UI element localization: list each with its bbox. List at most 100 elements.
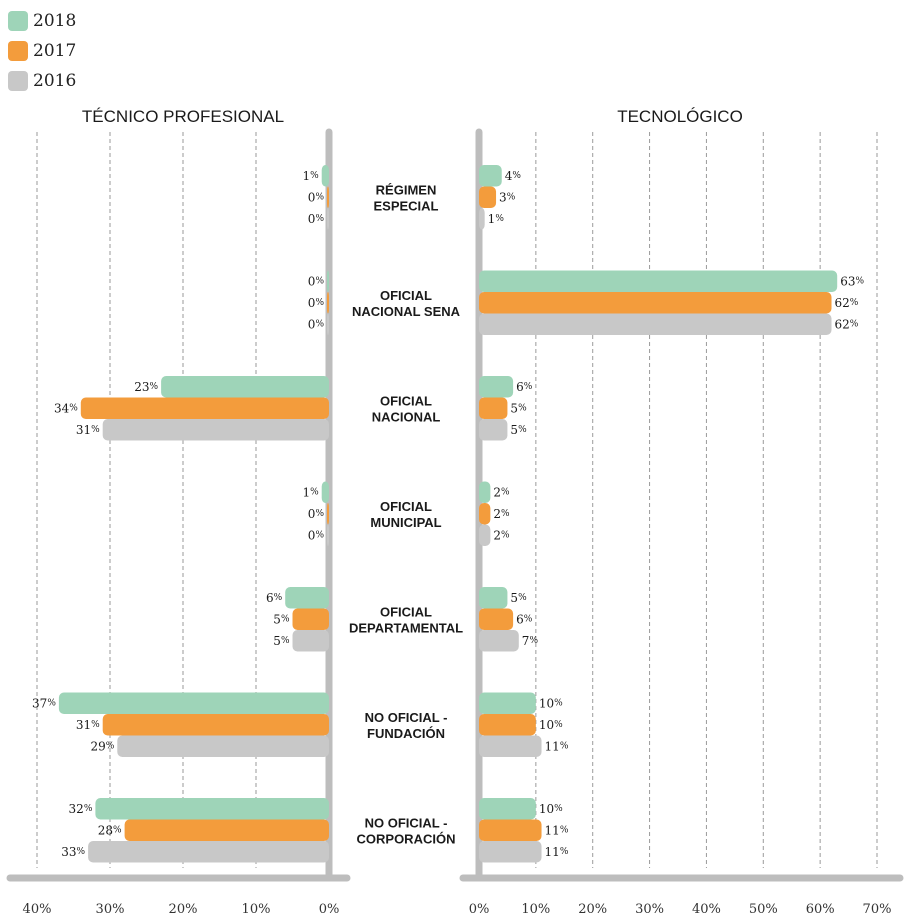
bar-2017-oficial-nacional-sena — [479, 292, 832, 314]
bar-2016-r-gimen-especial — [479, 208, 485, 230]
right-panel: 0% 10% 20% 30% 40% 50% 60% 70% 4% 3% 1% 63% 62% 62% 6%… — [459, 128, 904, 917]
bar-2017-oficial-departamental — [292, 608, 329, 630]
bar-value-label: 0% — [308, 212, 325, 226]
category-label-oficial-nacional-sena: NACIONAL SENA — [352, 304, 461, 319]
legend: 2018 2017 2016 — [8, 6, 76, 96]
bar-2018-no-oficial-corporaci-n — [479, 798, 536, 820]
bar-2018-no-oficial-corporaci-n — [95, 798, 330, 820]
bar-2016-no-oficial-corporaci-n — [88, 841, 329, 863]
x-tick-label: 40% — [23, 902, 52, 917]
bar-value-label: 62% — [835, 317, 859, 331]
bar-2018-no-oficial-fundaci-n — [58, 692, 330, 714]
legend-item-2017[interactable]: 2017 — [8, 36, 76, 66]
bar-2018-oficial-nacional-sena — [327, 270, 329, 292]
category-label-r-gimen-especial: ESPECIAL — [373, 198, 438, 213]
bar-2017-oficial-nacional — [80, 397, 329, 419]
bar-2016-oficial-departamental — [292, 630, 329, 652]
category-label-oficial-municipal: MUNICIPAL — [370, 515, 441, 530]
bar-value-label: 0% — [308, 190, 325, 204]
bar-value-label: 10% — [539, 696, 563, 710]
category-label-oficial-departamental: OFICIAL — [380, 604, 432, 619]
x-tick-label: 30% — [635, 902, 664, 917]
category-label-oficial-municipal: OFICIAL — [380, 499, 432, 514]
category-label-oficial-nacional: OFICIAL — [380, 393, 432, 408]
bar-2017-oficial-departamental — [479, 608, 514, 630]
bar-value-label: 29% — [90, 739, 114, 753]
bar-value-label: 6% — [266, 591, 283, 605]
bar-2016-oficial-nacional-sena — [327, 313, 329, 335]
bar-value-label: 1% — [302, 169, 319, 183]
bar-2016-no-oficial-fundaci-n — [479, 735, 542, 757]
bar-value-label: 28% — [98, 823, 122, 837]
legend-item-2018[interactable]: 2018 — [8, 6, 76, 36]
bar-value-label: 1% — [302, 485, 319, 499]
category-label-r-gimen-especial: RÉGIMEN — [376, 182, 437, 197]
bar-2018-r-gimen-especial — [479, 165, 502, 187]
bar-2016-oficial-municipal — [327, 524, 329, 546]
bar-value-label: 0% — [308, 528, 325, 542]
bar-2018-oficial-nacional — [161, 376, 329, 398]
panel-title-tecnologico: TECNOLÓGICO — [617, 107, 743, 126]
bar-value-label: 2% — [493, 485, 510, 499]
bar-2016-oficial-departamental — [479, 630, 519, 652]
bar-2018-oficial-nacional-sena — [479, 270, 838, 292]
bar-2017-oficial-municipal — [327, 503, 329, 525]
bar-value-label: 4% — [505, 169, 522, 183]
bar-2016-r-gimen-especial — [327, 208, 329, 230]
bar-value-label: 31% — [76, 423, 100, 437]
bar-2017-no-oficial-fundaci-n — [479, 714, 536, 736]
bar-2016-oficial-nacional — [102, 419, 329, 441]
category-label-oficial-nacional-sena: OFICIAL — [380, 288, 432, 303]
left-panel: 40% 30% 20% 10% 0% 1% 0% 0% 0% 0% 0% 23% 34% 31% 1% 0% 0… — [6, 128, 351, 917]
bar-2016-oficial-nacional-sena — [479, 313, 832, 335]
legend-label-2016: 2016 — [33, 71, 77, 91]
bar-value-label: 10% — [539, 718, 563, 732]
x-tick-label: 60% — [806, 902, 835, 917]
bar-2016-oficial-nacional — [479, 419, 508, 441]
bar-2018-oficial-municipal — [479, 481, 491, 503]
bar-value-label: 6% — [516, 612, 533, 626]
bar-value-label: 34% — [54, 401, 78, 415]
bar-2016-no-oficial-fundaci-n — [117, 735, 329, 757]
category-label-oficial-nacional: NACIONAL — [372, 409, 441, 424]
bar-value-label: 0% — [308, 274, 325, 288]
bar-value-label: 2% — [493, 528, 510, 542]
bar-value-label: 7% — [522, 634, 539, 648]
bar-2017-r-gimen-especial — [479, 186, 497, 208]
bar-2017-no-oficial-fundaci-n — [102, 714, 329, 736]
bar-value-label: 6% — [516, 380, 533, 394]
legend-item-2016[interactable]: 2016 — [8, 66, 76, 96]
x-tick-label: 50% — [749, 902, 778, 917]
bar-value-label: 0% — [308, 317, 325, 331]
x-tick-label: 10% — [242, 902, 271, 917]
legend-swatch-2016 — [8, 71, 28, 91]
bar-2017-oficial-nacional — [479, 397, 508, 419]
category-label-no-oficial-corporaci-n: NO OFICIAL - — [365, 815, 448, 830]
x-tick-label: 20% — [169, 902, 198, 917]
bar-value-label: 23% — [134, 380, 158, 394]
bar-value-label: 0% — [308, 296, 325, 310]
bar-value-label: 62% — [835, 296, 859, 310]
bar-2018-oficial-nacional — [479, 376, 514, 398]
bar-2017-no-oficial-corporaci-n — [479, 819, 542, 841]
bar-value-label: 63% — [840, 274, 864, 288]
panel-title-tecnico-profesional: TÉCNICO PROFESIONAL — [82, 107, 284, 126]
legend-label-2017: 2017 — [33, 41, 77, 61]
bar-value-label: 11% — [545, 845, 569, 859]
bar-value-label: 31% — [76, 718, 100, 732]
bar-2018-oficial-departamental — [285, 587, 329, 609]
bar-value-label: 5% — [273, 612, 290, 626]
legend-swatch-2017 — [8, 41, 28, 61]
bar-value-label: 0% — [308, 507, 325, 521]
x-tick-label: 0% — [469, 902, 490, 917]
bar-value-label: 33% — [61, 845, 85, 859]
bar-value-label: 3% — [499, 190, 516, 204]
bar-2017-oficial-nacional-sena — [327, 292, 329, 314]
bar-value-label: 5% — [510, 591, 527, 605]
legend-label-2018: 2018 — [33, 11, 77, 31]
bar-value-label: 37% — [32, 696, 56, 710]
category-label-no-oficial-fundaci-n: FUNDACIÓN — [367, 726, 445, 741]
x-tick-label: 20% — [578, 902, 607, 917]
